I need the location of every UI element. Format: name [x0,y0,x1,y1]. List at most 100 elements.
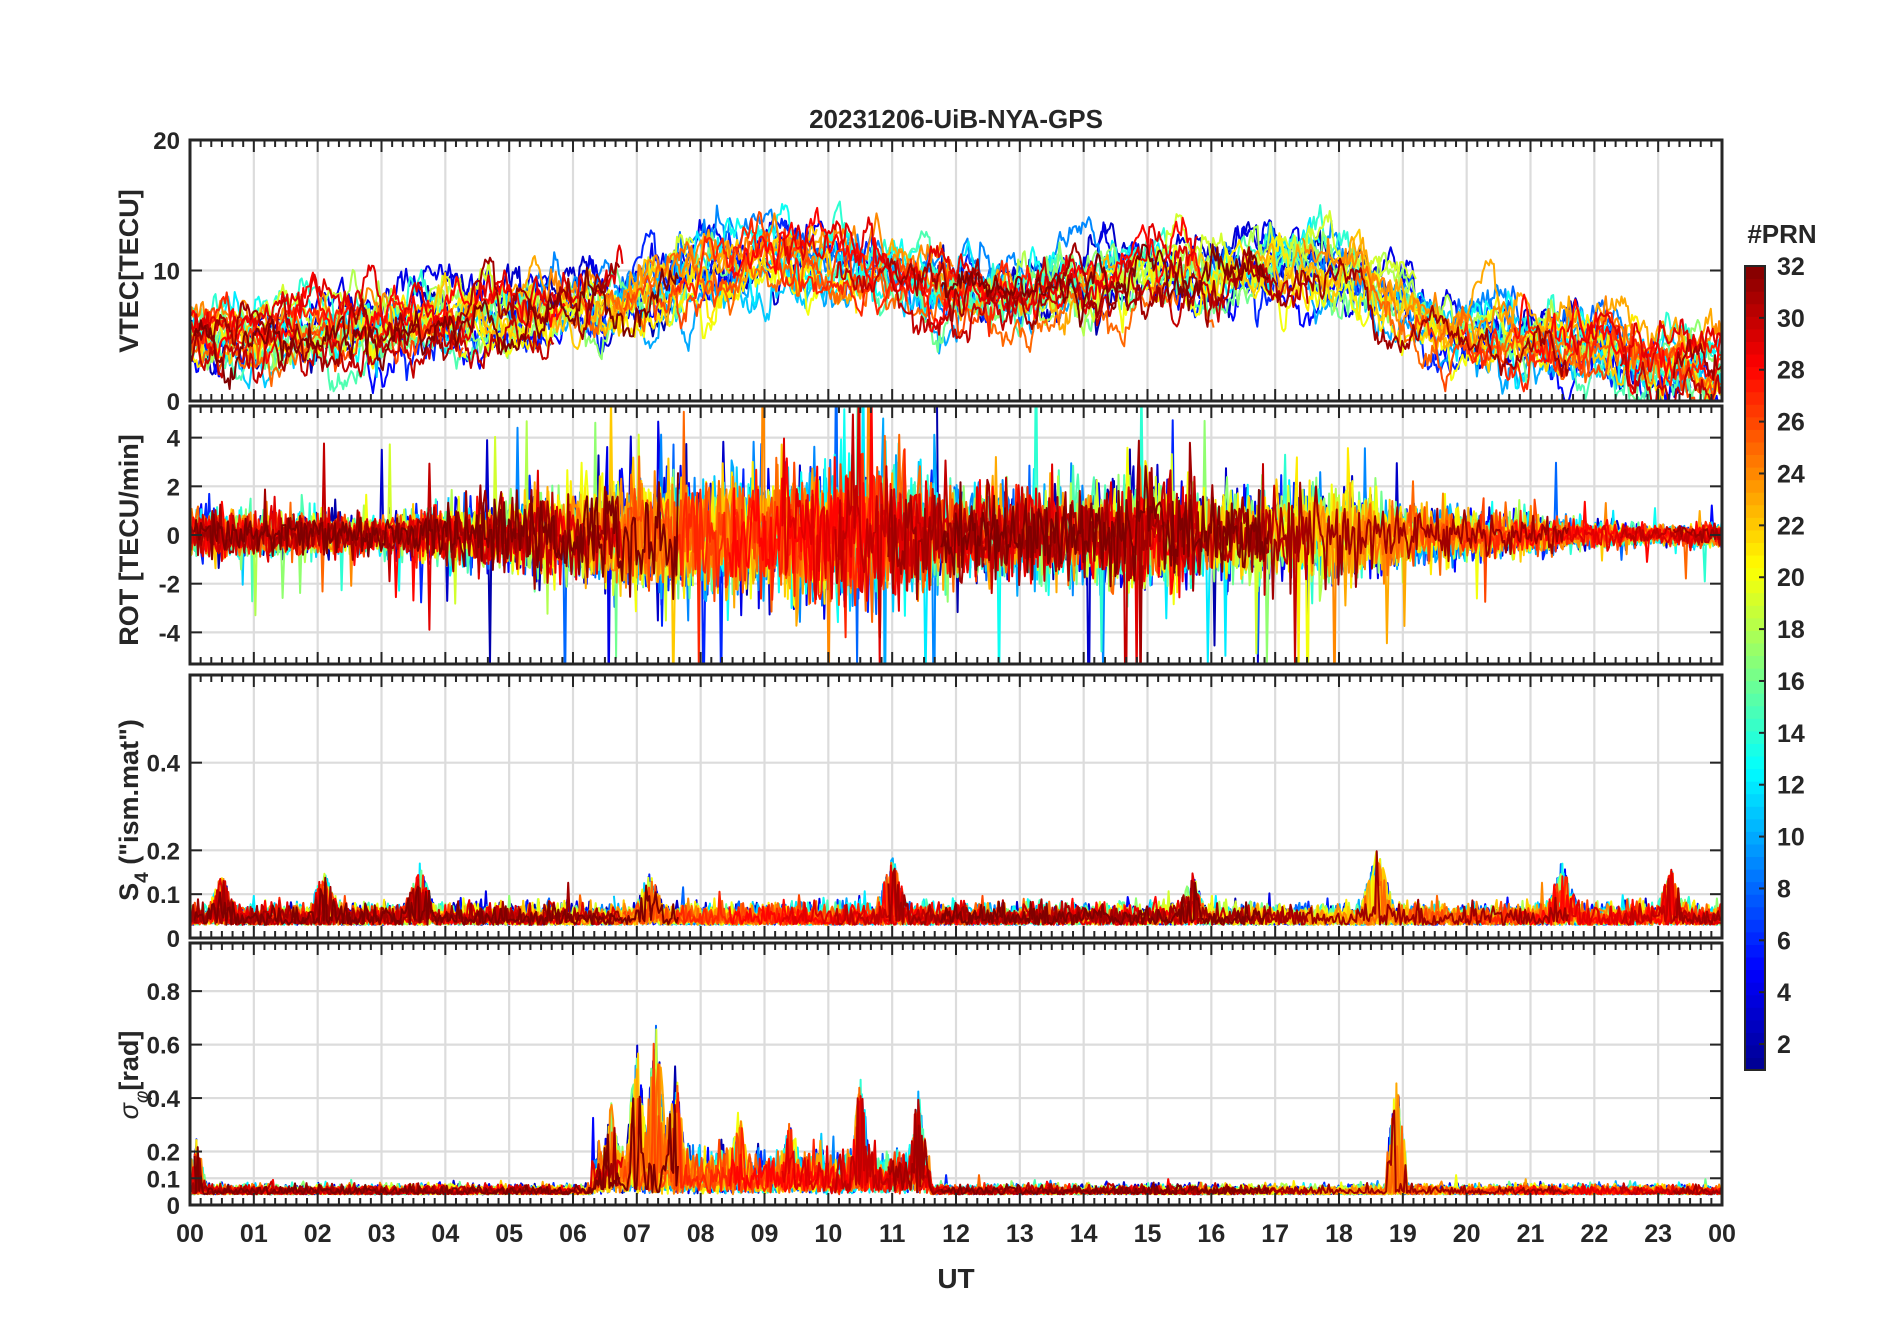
colorbar-segment [1745,303,1765,317]
colorbar-segment [1745,404,1765,418]
colorbar-segment [1745,341,1765,355]
x-tick-label: 02 [304,1220,332,1248]
x-tick-label: 00 [176,1220,204,1248]
traces-s4 [190,850,1722,926]
colorbar-segment [1745,894,1765,908]
series-line-prn-29 [1566,312,1722,373]
x-tick-label: 00 [1708,1220,1736,1248]
colorbar-segment [1745,266,1765,280]
x-tick-label: 05 [495,1220,523,1248]
colorbar-segment [1745,391,1765,405]
colorbar-tick-label: 6 [1777,927,1791,955]
x-tick-label: 10 [814,1220,842,1248]
series-line-prn-31 [1672,339,1722,381]
colorbar-segment [1745,642,1765,657]
y-tick-label: 0.2 [147,1140,180,1167]
x-tick-label: 21 [1517,1220,1545,1248]
colorbar-segment [1745,441,1765,456]
colorbar-segment [1745,818,1765,832]
series-line-prn-32 [940,881,1269,926]
colorbar-segment [1745,580,1765,594]
series-line-prn-26 [622,211,985,339]
colorbar-tick-label: 30 [1777,305,1805,333]
series-line-prn-32 [193,1095,679,1196]
colorbar-segment [1745,944,1765,958]
colorbar-segment [1745,755,1765,770]
colorbar-segment [1745,353,1765,368]
colorbar-tick-label: 10 [1777,824,1805,852]
y-tick-label: -2 [159,572,180,599]
colorbar-segment [1745,592,1765,606]
colorbar-segment [1745,429,1765,443]
colorbar-segment [1745,793,1765,807]
colorbar-segment [1745,278,1765,292]
x-tick-label: 20 [1453,1220,1481,1248]
series-line-prn-24 [516,212,954,335]
series-line-prn-23 [1248,235,1722,373]
colorbar-segment [1745,994,1765,1008]
y-axis-label-sigma-phi: σφ[rad] [114,1031,153,1120]
x-tick-label: 22 [1580,1220,1608,1248]
series-line-prn-32 [940,465,1270,588]
x-tick-label: 01 [240,1220,268,1248]
series-line-prn-31 [887,850,1570,926]
colorbar-segment [1745,517,1765,531]
x-tick-label: 04 [431,1220,459,1248]
series-line-prn-31 [1672,525,1722,544]
colorbar-segment [1745,668,1765,682]
colorbar-frame [1744,265,1766,1071]
colorbar-segment [1745,781,1765,795]
colorbar-segment [1745,1057,1765,1071]
x-tick-label: 12 [942,1220,970,1248]
colorbar-tick-label: 26 [1777,409,1805,437]
colorbar-segment [1745,291,1765,305]
colorbar-segment [1745,730,1765,744]
colorbar-segment [1745,1019,1765,1033]
x-tick-label: 13 [1006,1220,1034,1248]
colorbar-label: #PRN [1747,219,1816,249]
series-line-prn-25 [569,241,1215,353]
colorbar-segment [1745,454,1765,468]
x-axis-label: UT [937,1263,974,1294]
colorbar-segment [1745,328,1765,342]
colorbar-segment [1745,1032,1765,1046]
colorbar-segment [1745,831,1765,845]
x-tick-label: 14 [1070,1220,1098,1248]
x-tick-label: 09 [751,1220,779,1248]
colorbar-segment [1745,693,1765,707]
colorbar-segment [1745,869,1765,883]
panel-sigma-phi: 00.10.2 0.4 0.6 0.8 [147,941,1724,1220]
y-tick-label: 0.1 [147,882,180,909]
colorbar-segment [1745,379,1765,393]
y-tick-label: 0.1 [147,1166,180,1193]
y-tick-label: 0 [167,389,180,416]
traces-vtec [190,200,1722,401]
series-line-prn-30 [1619,522,1722,547]
y-tick-label: 0 [167,1193,180,1220]
series-line-prn-32 [193,876,679,926]
y-tick-label: 0.2 [147,838,180,865]
y-tick-label: 0.6 [147,1033,180,1060]
panel-vtec: 0 10 20 [153,128,1724,416]
y-tick-label: 0 [167,926,180,953]
series-line-prn-24 [1301,237,1722,385]
colorbar-segment [1745,856,1765,870]
colorbar-segment [1745,617,1765,631]
traces-rot [190,406,1722,664]
series-line-prn-32 [940,243,1270,328]
series-line-prn-30 [835,251,1309,344]
colorbar-segment [1745,316,1765,330]
colorbar-tick-label: 4 [1777,979,1791,1007]
traces-sigma_phi [190,1024,1722,1196]
colorbar-segment [1745,806,1765,820]
x-tick-label: 06 [559,1220,587,1248]
series-line-prn-30 [190,297,555,384]
y-tick-label: 10 [153,259,180,286]
series-line-prn-30 [1619,353,1722,401]
colorbar-segment [1745,680,1765,694]
x-tick-label: 08 [687,1220,715,1248]
svg-text:S4 ("ism.mat"): S4 ("ism.mat") [114,719,153,901]
y-axis-label-vtec: VTEC[TECU] [114,189,144,353]
colorbar-segment [1745,1007,1765,1021]
